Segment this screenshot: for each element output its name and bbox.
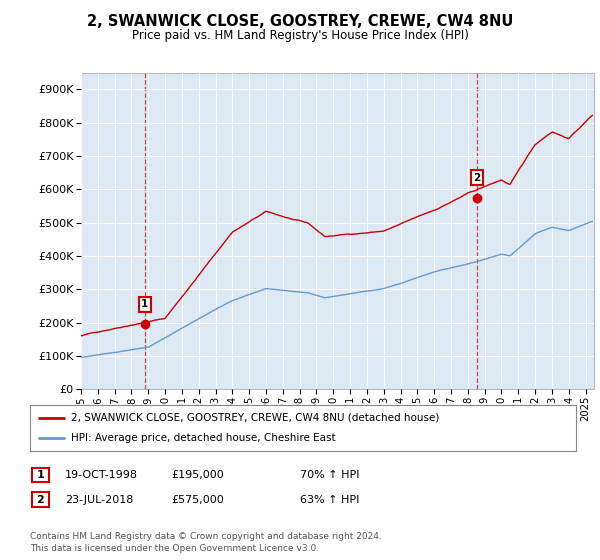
- Text: 1: 1: [37, 470, 44, 480]
- Text: 19-OCT-1998: 19-OCT-1998: [65, 470, 138, 480]
- Text: Price paid vs. HM Land Registry's House Price Index (HPI): Price paid vs. HM Land Registry's House …: [131, 29, 469, 42]
- Text: 2: 2: [473, 172, 481, 183]
- Text: Contains HM Land Registry data © Crown copyright and database right 2024.: Contains HM Land Registry data © Crown c…: [30, 532, 382, 541]
- Text: 2, SWANWICK CLOSE, GOOSTREY, CREWE, CW4 8NU (detached house): 2, SWANWICK CLOSE, GOOSTREY, CREWE, CW4 …: [71, 413, 439, 423]
- Text: 70% ↑ HPI: 70% ↑ HPI: [300, 470, 359, 480]
- Text: 2: 2: [37, 494, 44, 505]
- Text: 23-JUL-2018: 23-JUL-2018: [65, 494, 133, 505]
- Text: 1: 1: [141, 299, 149, 309]
- Text: 2, SWANWICK CLOSE, GOOSTREY, CREWE, CW4 8NU: 2, SWANWICK CLOSE, GOOSTREY, CREWE, CW4 …: [87, 14, 513, 29]
- Text: This data is licensed under the Open Government Licence v3.0.: This data is licensed under the Open Gov…: [30, 544, 319, 553]
- Text: 63% ↑ HPI: 63% ↑ HPI: [300, 494, 359, 505]
- Text: £575,000: £575,000: [171, 494, 224, 505]
- Text: £195,000: £195,000: [171, 470, 224, 480]
- Text: HPI: Average price, detached house, Cheshire East: HPI: Average price, detached house, Ches…: [71, 433, 335, 443]
